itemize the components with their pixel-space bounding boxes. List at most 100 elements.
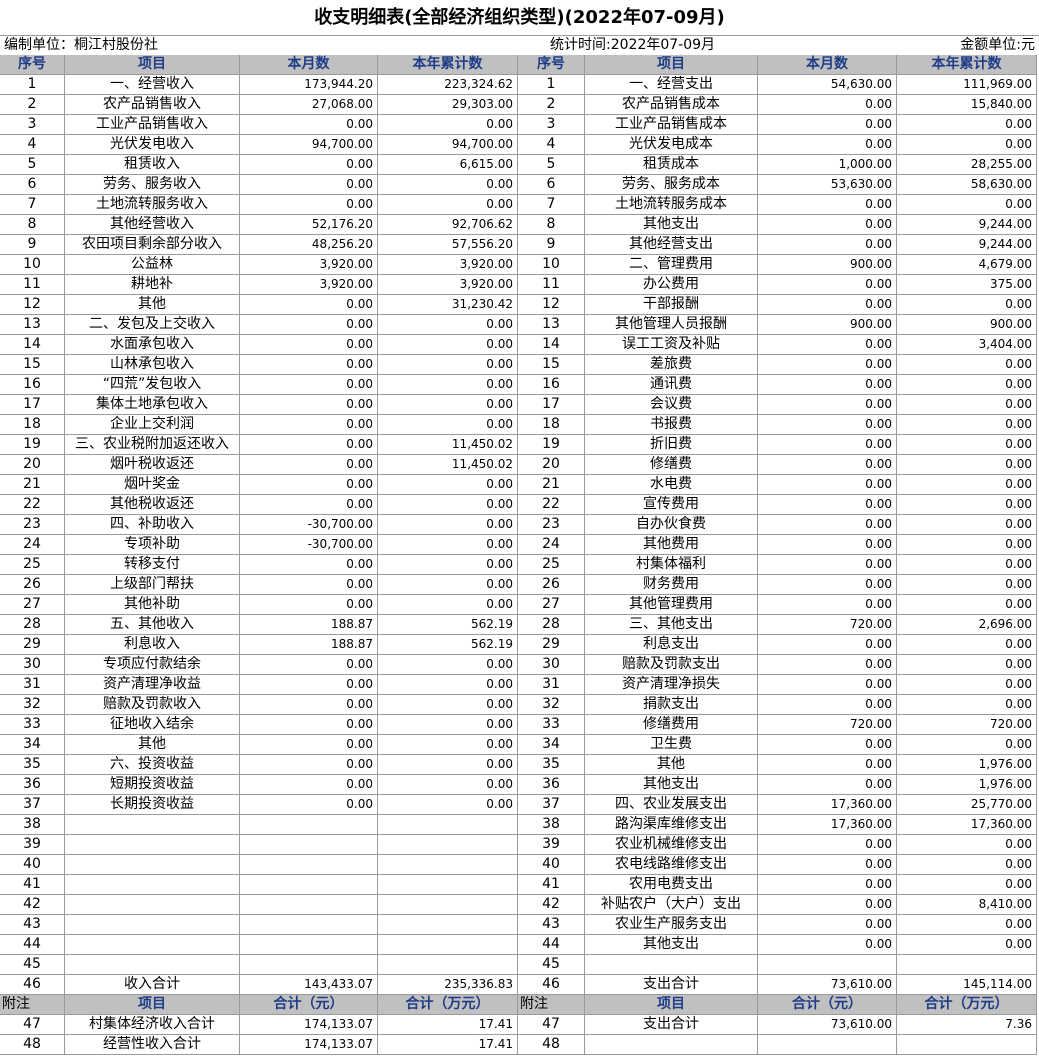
amount: 3,404.00 — [897, 335, 1037, 355]
amount: 27,068.00 — [240, 95, 378, 115]
amount: 0.00 — [758, 575, 897, 595]
amount: 31,230.42 — [378, 295, 518, 315]
amount: 0.00 — [758, 915, 897, 935]
item: 公益林 — [65, 255, 240, 275]
amount: 0.00 — [758, 455, 897, 475]
amount: 3,920.00 — [378, 275, 518, 295]
amount: 0.00 — [758, 935, 897, 955]
amount: 0.00 — [240, 115, 378, 135]
amount: 0.00 — [378, 695, 518, 715]
item: 赔款及罚款支出 — [585, 655, 758, 675]
row-index: 4 — [518, 135, 585, 155]
row-index: 47 — [518, 1015, 585, 1035]
amount: -30,700.00 — [240, 535, 378, 555]
amount: 174,133.07 — [240, 1035, 378, 1055]
row-index: 36 — [518, 775, 585, 795]
amount: 0.00 — [758, 655, 897, 675]
amount: 57,556.20 — [378, 235, 518, 255]
amount: 53,630.00 — [758, 175, 897, 195]
amount: 0.00 — [897, 915, 1037, 935]
amount: 0.00 — [897, 415, 1037, 435]
amount: 900.00 — [758, 255, 897, 275]
row-index: 38 — [518, 815, 585, 835]
amount — [378, 855, 518, 875]
amount: 0.00 — [758, 895, 897, 915]
item: 其他税收返还 — [65, 495, 240, 515]
amount: 720.00 — [758, 715, 897, 735]
amount: 0.00 — [758, 295, 897, 315]
item: 自办伙食费 — [585, 515, 758, 535]
row-index: 8 — [0, 215, 65, 235]
item: 支出合计 — [585, 1015, 758, 1035]
amount: 3,920.00 — [240, 255, 378, 275]
amount: 0.00 — [378, 115, 518, 135]
amount: 25,770.00 — [897, 795, 1037, 815]
amount: 0.00 — [240, 415, 378, 435]
row-index: 30 — [518, 655, 585, 675]
item: 其他费用 — [585, 535, 758, 555]
amount — [240, 835, 378, 855]
amount: 0.00 — [897, 555, 1037, 575]
item: 劳务、服务收入 — [65, 175, 240, 195]
amount: 0.00 — [240, 555, 378, 575]
amount: 0.00 — [897, 675, 1037, 695]
item: 捐款支出 — [585, 695, 758, 715]
amount: 0.00 — [897, 395, 1037, 415]
amount: 0.00 — [378, 515, 518, 535]
amount: 900.00 — [897, 315, 1037, 335]
amount: 375.00 — [897, 275, 1037, 295]
item: 水面承包收入 — [65, 335, 240, 355]
row-index: 26 — [518, 575, 585, 595]
amount: 94,700.00 — [240, 135, 378, 155]
amount — [240, 815, 378, 835]
row-index: 41 — [0, 875, 65, 895]
row-index: 15 — [0, 355, 65, 375]
item: 长期投资收益 — [65, 795, 240, 815]
amount — [240, 895, 378, 915]
amount: 17,360.00 — [758, 795, 897, 815]
amount: 0.00 — [897, 135, 1037, 155]
row-index: 6 — [0, 175, 65, 195]
item: 租赁成本 — [585, 155, 758, 175]
amount: 1,976.00 — [897, 775, 1037, 795]
amount: 0.00 — [240, 375, 378, 395]
item: 干部报酬 — [585, 295, 758, 315]
header-cell: 本年累计数 — [378, 55, 518, 75]
row-index: 24 — [0, 535, 65, 555]
item: 农产品销售收入 — [65, 95, 240, 115]
amount: 0.00 — [758, 375, 897, 395]
amount: 7.36 — [897, 1015, 1037, 1035]
amount — [378, 935, 518, 955]
amount: 3,920.00 — [378, 255, 518, 275]
item: 专项补助 — [65, 535, 240, 555]
item: 支出合计 — [585, 975, 758, 995]
row-index: 9 — [518, 235, 585, 255]
item: 农用电费支出 — [585, 875, 758, 895]
row-index: 34 — [0, 735, 65, 755]
item: 农电线路维修支出 — [585, 855, 758, 875]
item — [65, 835, 240, 855]
row-index: 11 — [518, 275, 585, 295]
amount: 9,244.00 — [897, 235, 1037, 255]
row-index: 33 — [518, 715, 585, 735]
row-index: 13 — [0, 315, 65, 335]
row-index: 33 — [0, 715, 65, 735]
amount: 92,706.62 — [378, 215, 518, 235]
amount — [378, 835, 518, 855]
item: 其他支出 — [585, 215, 758, 235]
item: 土地流转服务收入 — [65, 195, 240, 215]
row-index: 43 — [518, 915, 585, 935]
amount: 0.00 — [897, 735, 1037, 755]
header-cell: 项目 — [65, 995, 240, 1015]
amount: 48,256.20 — [240, 235, 378, 255]
row-index: 25 — [518, 555, 585, 575]
item: 村集体福利 — [585, 555, 758, 575]
row-index: 39 — [518, 835, 585, 855]
item: 租赁收入 — [65, 155, 240, 175]
row-index: 29 — [518, 635, 585, 655]
amount: 0.00 — [758, 355, 897, 375]
row-index: 29 — [0, 635, 65, 655]
amount: 54,630.00 — [758, 75, 897, 95]
amount: 0.00 — [897, 515, 1037, 535]
currency: 金额单位:元 — [960, 37, 1035, 53]
